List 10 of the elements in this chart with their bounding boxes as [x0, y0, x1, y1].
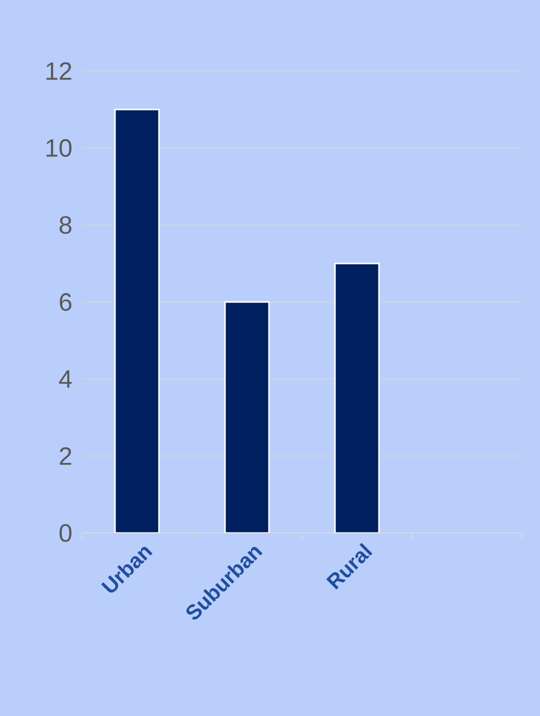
bar [224, 301, 270, 533]
y-tick-label: 2 [60, 447, 72, 465]
y-tick-label: 4 [59, 370, 72, 388]
y-tick-label: 8 [60, 216, 72, 234]
y-tick-label: 0 [60, 524, 72, 542]
y-tick-label: 10 [46, 139, 72, 157]
y-tick-label: 6 [60, 293, 72, 311]
y-tick-label: 12 [46, 62, 72, 80]
bar [334, 262, 380, 533]
bar [114, 108, 160, 533]
